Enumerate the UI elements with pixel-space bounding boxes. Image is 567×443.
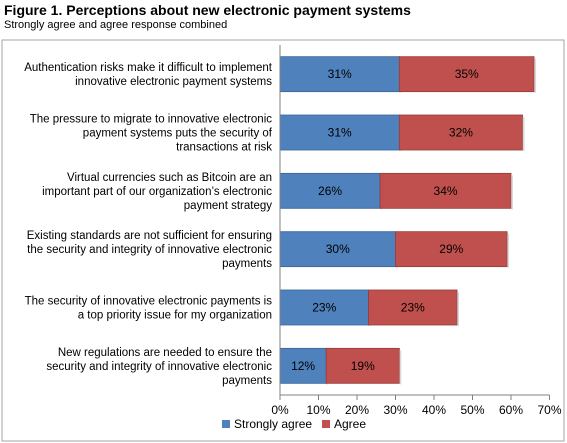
- bar-shadow: [511, 175, 513, 210]
- legend-swatch-strongly-agree: [222, 420, 230, 428]
- category-label: Existing standards are not sufficient fo…: [27, 230, 273, 270]
- bar-agree: [395, 231, 508, 268]
- bar-shadow: [399, 350, 402, 385]
- category-label: The pressure to migrate to innovative el…: [30, 114, 273, 154]
- data-label: 31%: [328, 67, 352, 81]
- bar-shadow: [457, 292, 460, 326]
- bar-shadow: [522, 117, 525, 151]
- x-tick-label: 10%: [306, 403, 330, 417]
- data-label: 31%: [328, 126, 352, 140]
- x-tick-label: 40%: [422, 403, 446, 417]
- data-label: 26%: [318, 184, 342, 198]
- bar-strongly-agree: [279, 172, 381, 209]
- category-label: Virtual currencies such as Bitcoin are a…: [42, 172, 272, 212]
- bar-agree: [379, 172, 512, 209]
- x-tick-label: 50%: [460, 403, 484, 417]
- bar-strongly-agree: [279, 114, 400, 151]
- bar-agree: [325, 347, 400, 384]
- chart-subtitle: Strongly agree and agree response combin…: [4, 19, 228, 31]
- chart-frame: [1, 39, 565, 442]
- chart-title: Figure 1. Perceptions about new electron…: [4, 2, 411, 18]
- bar-agree: [398, 56, 535, 93]
- data-label: 12%: [291, 359, 315, 373]
- category-label: New regulations are needed to ensure the…: [46, 347, 272, 387]
- category-label: The security of innovative electronic pa…: [25, 296, 273, 322]
- bar-strongly-agree: [279, 289, 369, 326]
- x-tick-label: 70%: [537, 403, 561, 417]
- legend-label-agree: Agree: [334, 417, 366, 431]
- x-tick-label: 20%: [345, 403, 369, 417]
- bar-agree: [368, 289, 458, 326]
- data-label: 23%: [401, 301, 425, 315]
- data-label: 30%: [326, 242, 350, 256]
- bar-strongly-agree: [279, 56, 400, 93]
- x-tick-label: 30%: [383, 403, 407, 417]
- data-label: 32%: [449, 126, 473, 140]
- data-label: 34%: [434, 184, 458, 198]
- x-tick-label: 0%: [271, 403, 289, 417]
- x-tick-label: 60%: [499, 403, 523, 417]
- data-label: 29%: [439, 242, 463, 256]
- bar-strongly-agree: [279, 347, 327, 384]
- data-label: 35%: [455, 67, 479, 81]
- category-label: Authentication risks make it difficult t…: [24, 62, 273, 88]
- data-label: 19%: [351, 359, 375, 373]
- plot-area: Authentication risks make it difficult t…: [24, 45, 562, 431]
- legend-swatch-agree: [322, 420, 330, 428]
- legend-label-strongly-agree: Strongly agree: [234, 417, 312, 431]
- bar-shadow: [534, 58, 537, 93]
- data-label: 23%: [312, 301, 336, 315]
- bar-shadow: [507, 233, 510, 268]
